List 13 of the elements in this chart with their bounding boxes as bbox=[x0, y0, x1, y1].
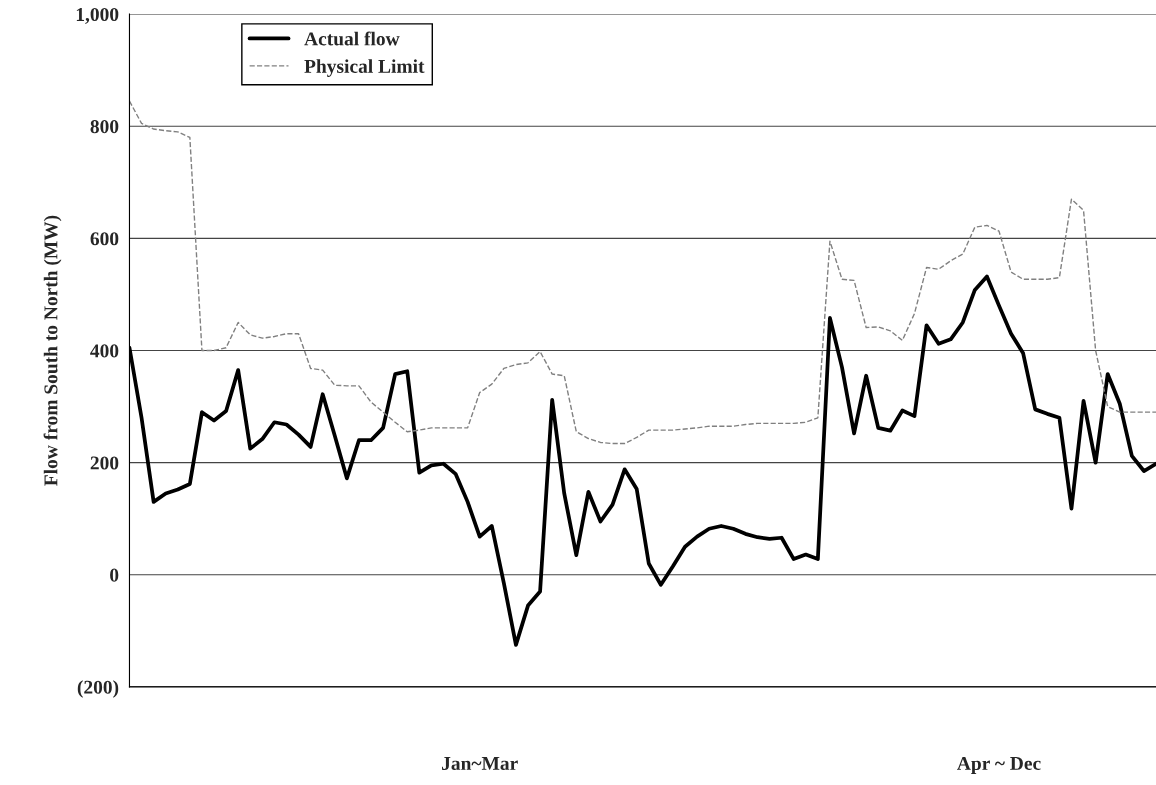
x-tick-label: Apr ~ Dec bbox=[957, 756, 1041, 774]
y-tick-label: 200 bbox=[90, 456, 119, 470]
y-tick-label: 800 bbox=[90, 120, 119, 134]
y-tick-label: 0 bbox=[110, 568, 119, 582]
legend-label: Physical Limit bbox=[304, 59, 425, 77]
line-series bbox=[129, 100, 1156, 445]
y-tick-label: (200) bbox=[77, 680, 119, 698]
x-tick-label: Jan~Mar bbox=[442, 757, 518, 770]
y-axis-title: Flow from South to North (MW) bbox=[43, 215, 62, 486]
legend-label: Actual flow bbox=[304, 31, 400, 46]
y-tick-label: 400 bbox=[90, 344, 119, 358]
y-tick-label: 1,000 bbox=[76, 7, 119, 24]
y-tick-label: 600 bbox=[90, 232, 119, 246]
